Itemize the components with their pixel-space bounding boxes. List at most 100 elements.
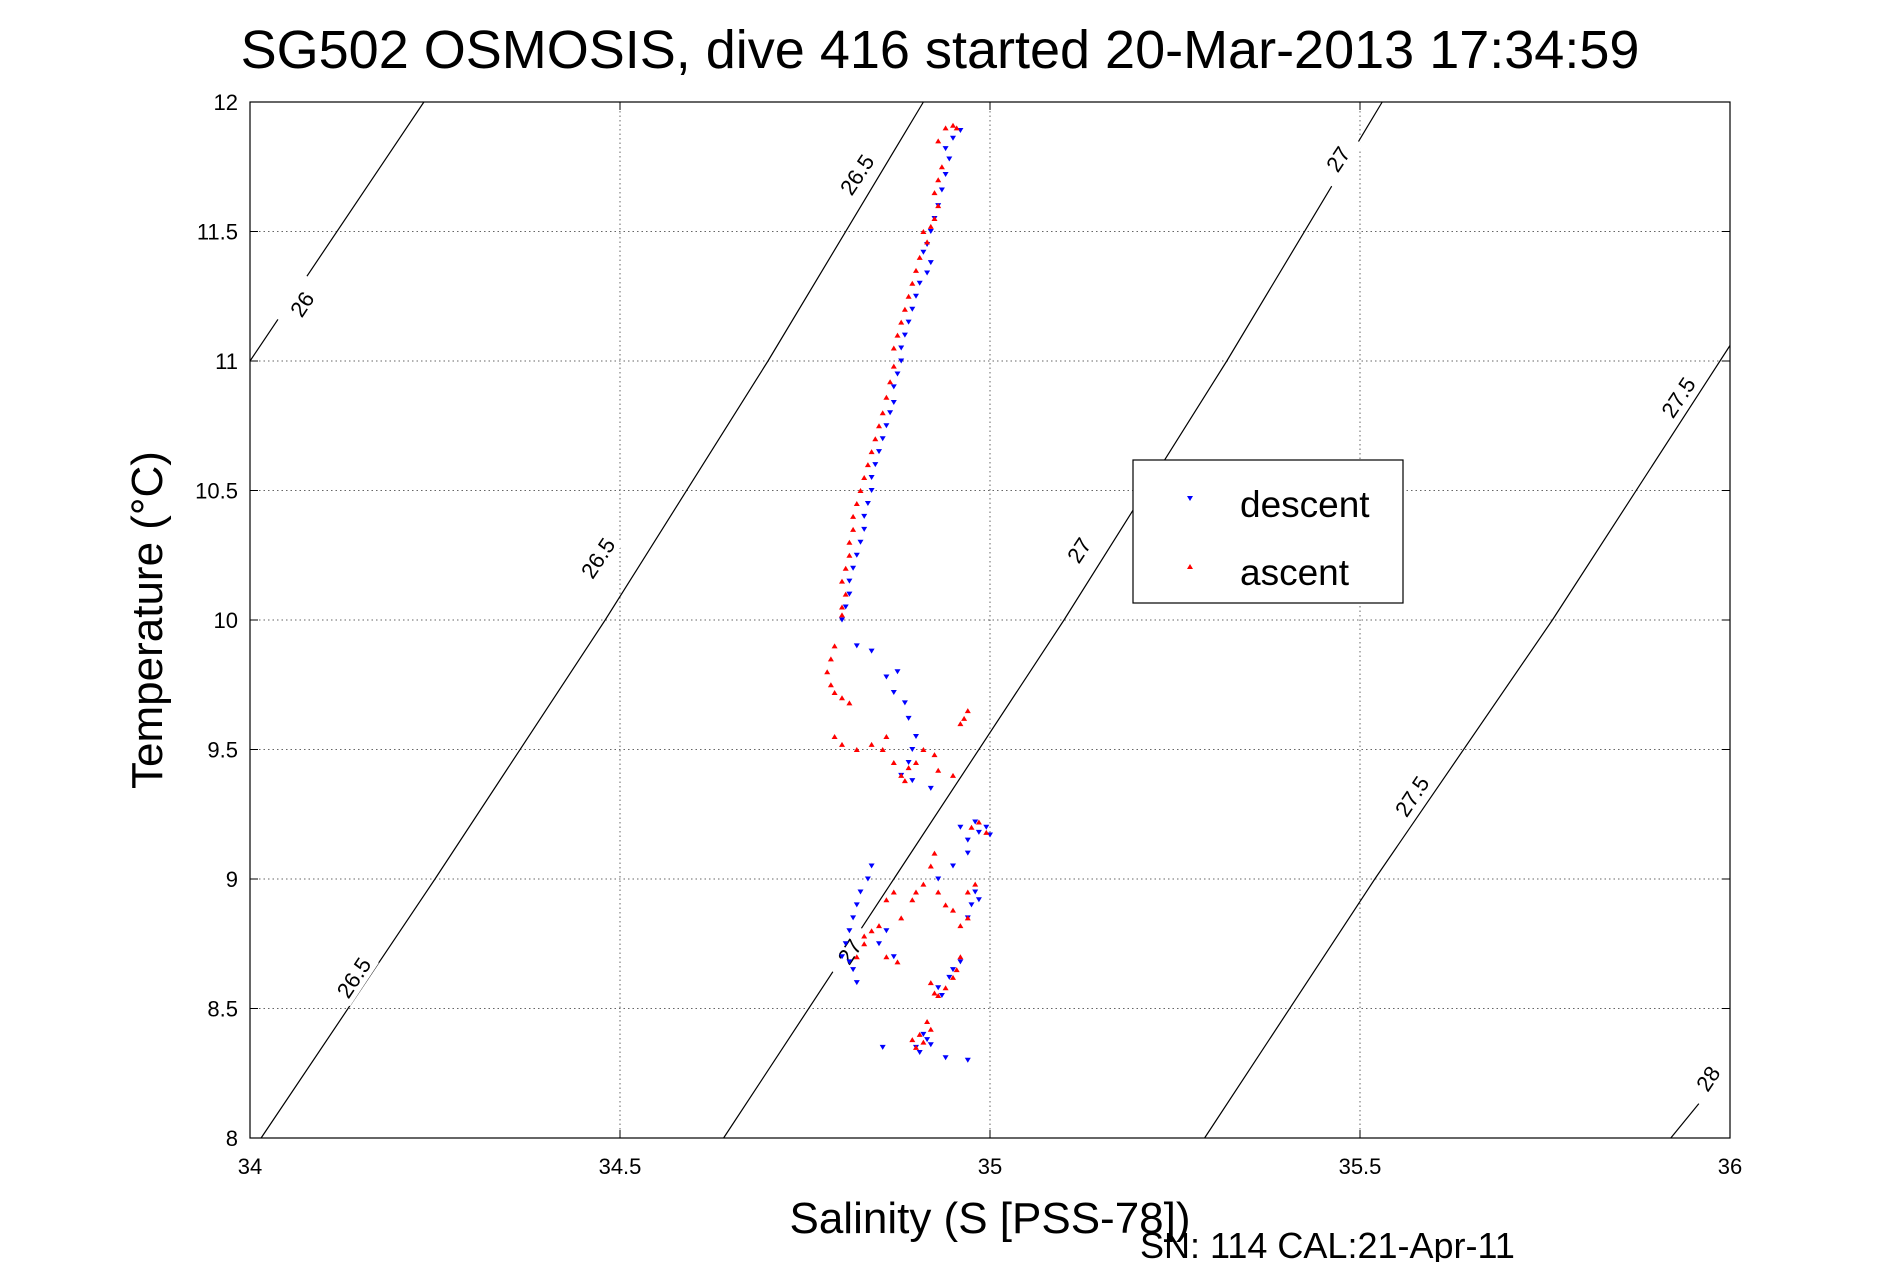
ascent-point (905, 765, 912, 771)
descent-point (924, 1037, 931, 1043)
y-tick-label: 8.5 (207, 997, 238, 1022)
descent-point (890, 954, 897, 960)
descent-point (890, 399, 897, 405)
ascent-point (913, 267, 919, 273)
ascent-point (894, 332, 901, 338)
descent-point (957, 959, 964, 965)
ascent-point (898, 319, 905, 325)
descent-point (964, 837, 971, 843)
descent-point (898, 345, 905, 351)
descent-point (850, 915, 857, 921)
descent-point (946, 156, 953, 162)
chart-title: SG502 OSMOSIS, dive 416 started 20-Mar-2… (241, 20, 1640, 80)
ascent-point (972, 881, 979, 887)
ascent-point (927, 1026, 934, 1032)
ascent-point (964, 708, 971, 714)
descent-point (909, 778, 916, 784)
ascent-point (913, 889, 919, 895)
descent-point (868, 863, 875, 869)
ascent-point (839, 741, 845, 747)
descent-point (894, 669, 901, 675)
descent-point (846, 578, 853, 584)
ascent-point (898, 915, 905, 921)
descent-point (853, 980, 860, 986)
ascent-point (901, 778, 908, 784)
ascent-point (868, 928, 875, 934)
ascent-point (868, 449, 875, 455)
descent-point (894, 371, 901, 377)
x-tick-label: 35.5 (1339, 1154, 1382, 1179)
legend-label-descent: descent (1240, 484, 1370, 525)
legend-marker-descent (1187, 496, 1193, 501)
ascent-point (898, 772, 905, 778)
ascent-point (846, 539, 853, 545)
descent-point (927, 785, 934, 791)
ascent-point (857, 488, 864, 493)
descent-point (876, 941, 882, 947)
ascent-point (957, 721, 964, 727)
descent-point (883, 674, 890, 680)
ascent-point (890, 345, 897, 351)
footer-serial-calibration: SN: 114 CAL:21-Apr-11 (1140, 1225, 1515, 1262)
ascent-point (879, 747, 886, 752)
descent-point (927, 229, 934, 234)
ascent-point (894, 959, 901, 965)
ascent-point (909, 280, 916, 286)
legend-label-ascent: ascent (1240, 552, 1350, 593)
descent-point (839, 617, 845, 623)
descent-point (853, 643, 860, 649)
ascent-point (850, 526, 857, 532)
descent-point (883, 423, 890, 429)
ascent-point (957, 923, 964, 929)
ascent-point (950, 907, 956, 913)
descent-point (857, 539, 864, 545)
descent-point (864, 500, 871, 506)
descent-point (879, 436, 886, 442)
ascent-point (913, 759, 919, 765)
ascent-point (879, 410, 886, 416)
ascent-point (839, 604, 845, 610)
descent-point (883, 928, 890, 934)
ascent-point (953, 967, 960, 973)
descent-point (916, 280, 923, 286)
legend-marker-ascent (1187, 564, 1193, 569)
ascent-point (890, 759, 897, 765)
ascent-point (827, 682, 834, 688)
ascent-point (839, 695, 845, 701)
ascent-point (964, 889, 971, 895)
ascent-point (861, 941, 868, 947)
legend-box (1132, 459, 1404, 604)
ascent-point (957, 954, 964, 960)
y-tick-label: 10.5 (195, 479, 238, 504)
x-tick-label: 36 (1718, 1154, 1742, 1179)
descent-point (950, 135, 956, 141)
series-ascent (824, 122, 990, 1050)
y-axis-ticks: 8 8.5 9 9.5 10 10.5 11 11.5 12 (195, 90, 1730, 1151)
descent-point (957, 824, 964, 830)
descent-point (905, 759, 912, 765)
ascent-point (950, 122, 956, 128)
descent-point (950, 967, 956, 973)
ascent-point (935, 993, 942, 999)
descent-point (975, 897, 982, 903)
descent-point (968, 902, 975, 908)
ascent-point (931, 216, 938, 222)
ascent-point (872, 436, 879, 442)
ascent-point (831, 690, 838, 696)
descent-point (916, 1050, 923, 1056)
descent-point (876, 449, 882, 455)
ascent-point (920, 747, 927, 752)
descent-point (938, 187, 945, 193)
contour-label-background (831, 145, 883, 204)
descent-point (890, 384, 897, 390)
descent-point (901, 332, 908, 338)
ascent-point (961, 715, 968, 721)
ascent-point (839, 578, 845, 584)
ascent-point (842, 565, 849, 571)
contour-label-background (276, 275, 328, 333)
ascent-point (850, 513, 857, 519)
ascent-point (931, 190, 938, 196)
ascent-point (938, 164, 945, 170)
ascent-point (924, 1018, 931, 1024)
ascent-point (924, 239, 931, 245)
